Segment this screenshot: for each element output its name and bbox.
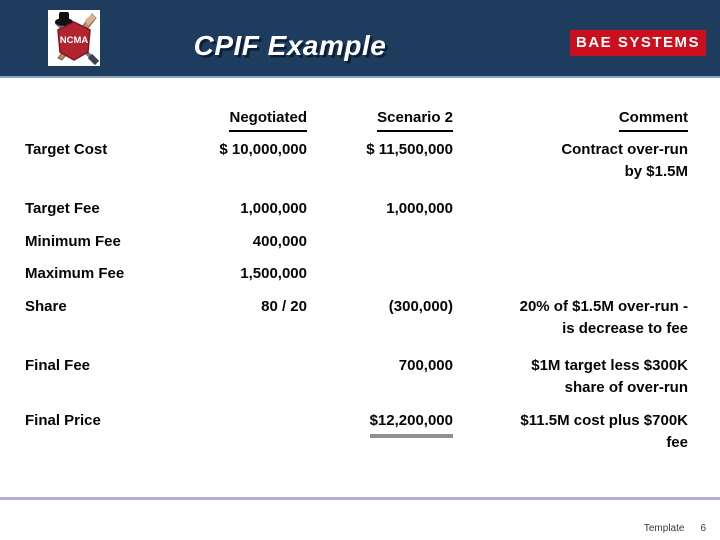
comment-value — [453, 198, 688, 220]
comment-value — [453, 231, 688, 253]
row-label: Minimum Fee — [25, 233, 121, 250]
table-row-share: Share 80 / 20 (300,000) 20% of $1.5M ove… — [25, 296, 688, 340]
bae-systems-logo: BAE SYSTEMS — [570, 30, 706, 56]
negotiated-value: 1,000,000 — [240, 200, 307, 217]
scenario2-value: 700,000 — [398, 357, 453, 374]
row-label: Target Cost — [25, 141, 108, 158]
comment-value — [453, 263, 688, 285]
table-row-final-fee: Final Fee 700,000 $1M target less $300K … — [25, 355, 688, 399]
footer-template-label: Template — [643, 523, 685, 534]
negotiated-value — [185, 410, 307, 454]
header-band: NCMA CPIF Example BAE SYSTEMS — [0, 0, 720, 78]
row-label: Final Price — [25, 412, 101, 429]
negotiated-value: 400,000 — [252, 233, 307, 250]
scenario2-value: 1,000,000 — [386, 200, 453, 217]
negotiated-value: 80 / 20 — [261, 298, 307, 315]
footer-page-number: 6 — [700, 523, 706, 534]
column-header-negotiated: Negotiated — [185, 107, 307, 132]
column-header-comment: Comment — [453, 107, 688, 132]
negotiated-value: 1,500,000 — [240, 265, 307, 282]
footer: Template 6 — [644, 523, 706, 534]
table-row-target-cost: Target Cost $ 10,000,000 $ 11,500,000 Co… — [25, 139, 688, 183]
scenario2-value — [307, 263, 453, 285]
scenario2-value: (300,000) — [388, 298, 453, 315]
row-label: Share — [25, 298, 67, 315]
footer-accent-line — [0, 497, 720, 500]
negotiated-value — [185, 355, 307, 399]
comment-value: $1M target less $300K share of over-run — [531, 357, 688, 396]
comment-value: 20% of $1.5M over-run - is decrease to f… — [519, 298, 688, 337]
ncma-logo-text: NCMA — [60, 35, 89, 46]
row-label: Target Fee — [25, 200, 100, 217]
scenario2-value: $ 11,500,000 — [366, 141, 453, 158]
column-header-scenario2: Scenario 2 — [307, 107, 453, 132]
header-spacer — [25, 107, 185, 132]
comment-value: Contract over-run by $1.5M — [561, 141, 688, 180]
ncma-logo-icon: NCMA — [54, 12, 100, 66]
ncma-logo: NCMA — [48, 10, 100, 66]
row-label: Maximum Fee — [25, 265, 125, 282]
table-row-target-fee: Target Fee 1,000,000 1,000,000 — [25, 198, 688, 220]
table-row-minimum-fee: Minimum Fee 400,000 — [25, 231, 688, 253]
scenario2-value — [307, 231, 453, 253]
table-header-row: Negotiated Scenario 2 Comment — [25, 107, 688, 132]
final-price-total: $12,200,000 — [369, 410, 453, 438]
negotiated-value: $ 10,000,000 — [219, 141, 307, 158]
scenario2-value: $12,200,000 — [307, 410, 453, 454]
row-label: Final Fee — [25, 357, 91, 374]
table-row-maximum-fee: Maximum Fee 1,500,000 — [25, 263, 688, 285]
slide-title: CPIF Example — [193, 30, 387, 61]
table-row-final-price: Final Price $12,200,000 $11.5M cost plus… — [25, 410, 688, 454]
comment-value: $11.5M cost plus $700K fee — [520, 412, 688, 451]
